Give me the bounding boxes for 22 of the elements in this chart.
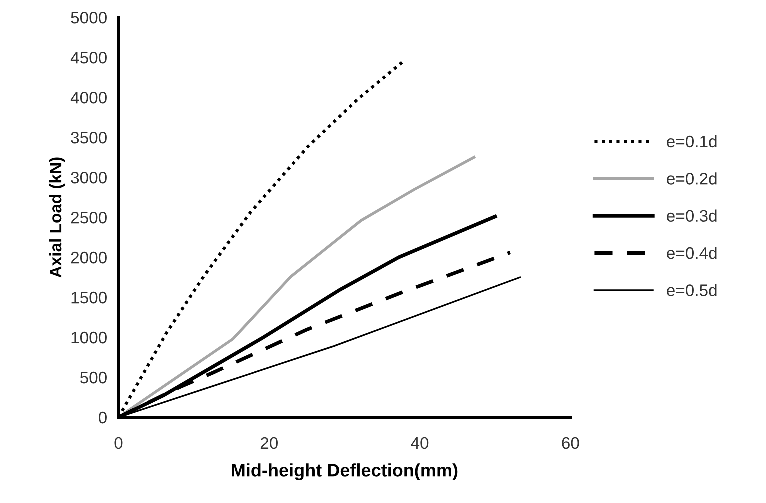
y-axis-title: Axial Load (kN)	[49, 158, 65, 278]
legend-label: e=0.2d	[667, 172, 717, 185]
y-tick-label: 5000	[71, 12, 107, 24]
y-tick-label: 2000	[71, 252, 107, 264]
y-tick-label: 0	[99, 412, 107, 424]
x-tick-label: 0	[114, 437, 123, 450]
legend-label: e=0.3d	[667, 210, 717, 222]
legend-label: e=0.4d	[667, 246, 717, 260]
x-tick-label: 40	[411, 437, 429, 450]
y-tick-label: 4000	[70, 92, 107, 104]
y-tick-label: 2500	[71, 212, 107, 224]
legend-label: e=0.5d	[667, 284, 717, 296]
y-tick-label: 3000	[71, 172, 107, 184]
y-tick-label: 3500	[71, 132, 107, 144]
y-tick-label: 1000	[72, 332, 107, 344]
y-tick-label: 4500	[70, 52, 107, 64]
x-tick-label: 20	[260, 437, 278, 450]
y-tick-label: 500	[80, 372, 107, 384]
legend-label: e=0.1d	[667, 135, 717, 148]
x-axis-title: Mid-height Deflection(mm)	[232, 464, 458, 480]
y-tick-label: 1500	[72, 292, 107, 304]
x-tick-label: 60	[562, 437, 580, 450]
